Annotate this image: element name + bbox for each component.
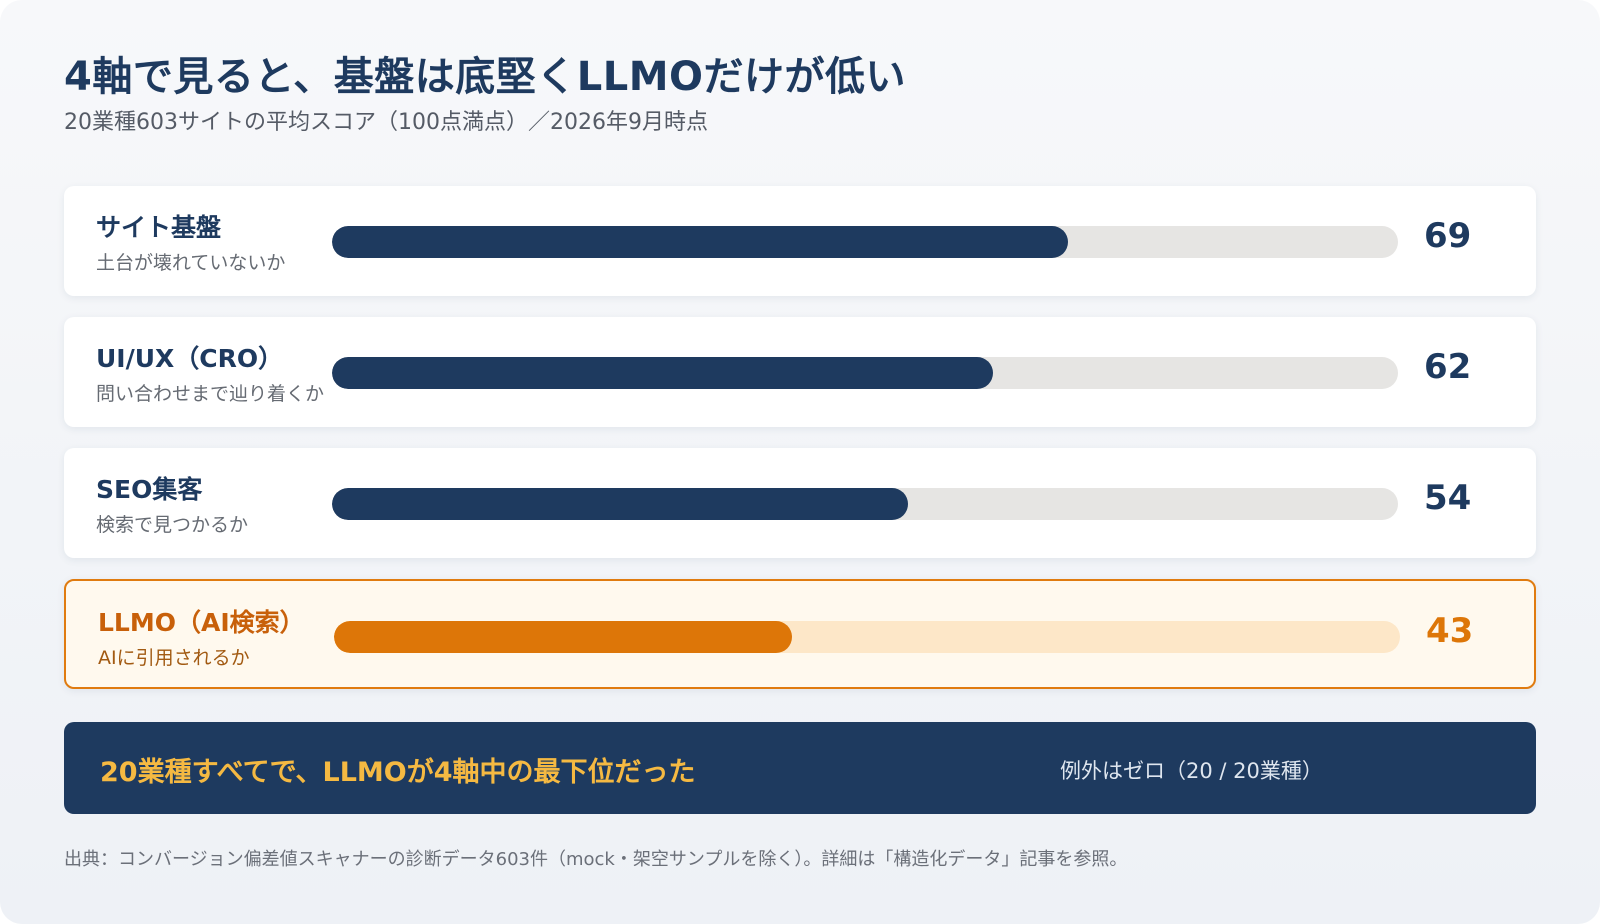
category-description: 問い合わせまで辿り着くか: [96, 383, 325, 405]
category-label: UI/UX（CRO）: [96, 344, 284, 373]
value-label: 43: [1426, 611, 1474, 651]
bar-track: [332, 357, 1398, 389]
bar-llmo: [334, 621, 793, 653]
bar-site-foundation: [332, 226, 1068, 258]
banner-headline: 20業種すべてで、LLMOが4軸中の最下位だった: [100, 757, 696, 788]
source-note: 出典：コンバージョン偏差値スキャナーの診断データ603件（mock・架空サンプル…: [64, 849, 1128, 870]
bar-track: [332, 226, 1398, 258]
bar-row-site-foundation: サイト基盤 土台が壊れていないか 69: [64, 186, 1536, 296]
category-description: 検索で見つかるか: [96, 514, 249, 536]
banner-note: 例外はゼロ（20 / 20業種）: [1060, 759, 1323, 783]
bar-track: [332, 488, 1398, 520]
category-description: AIに引用されるか: [98, 647, 250, 669]
category-label: サイト基盤: [96, 213, 222, 242]
category-label: SEO集客: [96, 475, 203, 504]
value-label: 62: [1424, 347, 1472, 387]
bar-row-seo: SEO集客 検索で見つかるか 54: [64, 448, 1536, 558]
value-label: 54: [1424, 478, 1472, 518]
summary-banner: 20業種すべてで、LLMOが4軸中の最下位だった 例外はゼロ（20 / 20業種…: [64, 722, 1536, 814]
bar-seo: [332, 488, 908, 520]
bar-uiux-cro: [332, 357, 993, 389]
bar-row-uiux-cro: UI/UX（CRO） 問い合わせまで辿り着くか 62: [64, 317, 1536, 427]
bar-row-llmo: LLMO（AI検索） AIに引用されるか 43: [64, 579, 1536, 689]
bar-track: [334, 621, 1400, 653]
chart-subtitle: 20業種603サイトの平均スコア（100点満点）／2026年9月時点: [64, 110, 708, 135]
category-label: LLMO（AI検索）: [98, 608, 305, 637]
category-description: 土台が壊れていないか: [96, 252, 286, 274]
value-label: 69: [1424, 216, 1472, 256]
chart-title: 4軸で見ると、基盤は底堅くLLMOだけが低い: [64, 54, 907, 100]
